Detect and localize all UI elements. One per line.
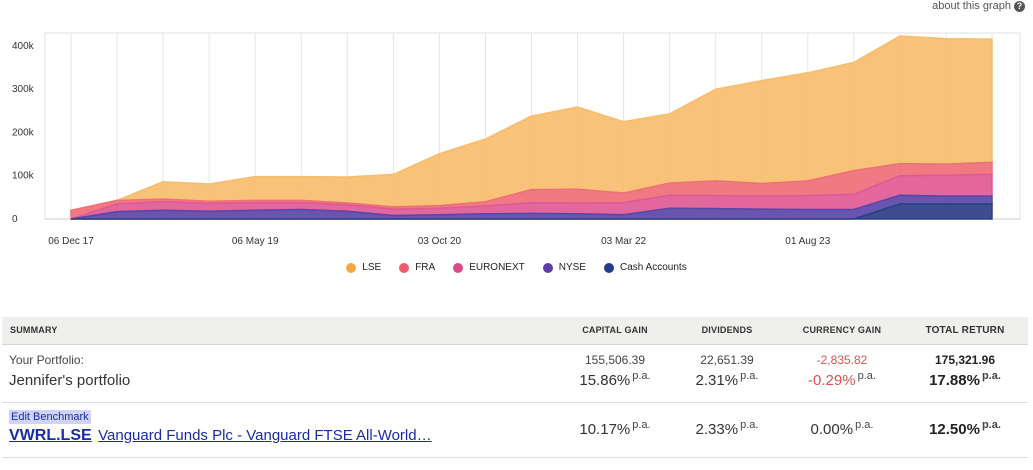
portfolio-total-return-cell: 175,321.96 17.88% p.a. (902, 344, 1028, 403)
legend-label: NYSE (558, 262, 586, 273)
portfolio-row: Your Portfolio: Jennifer's portfolio 155… (2, 344, 1028, 403)
legend-item-nyse[interactable]: NYSE (542, 262, 586, 273)
y-tick-label: 300k (12, 84, 35, 95)
y-tick-label: 400k (12, 41, 35, 52)
pa-label: p.a. (855, 418, 874, 431)
portfolio-cell: Your Portfolio: Jennifer's portfolio (2, 344, 558, 403)
about-graph-link[interactable]: about this graph ? (932, 0, 1025, 12)
portfolio-stacked-area-chart: 0 100k 200k 300k 400k 06 Dec 17 06 May 19 03 Oc… (12, 32, 1021, 247)
legend-dot-icon (399, 262, 410, 273)
benchmark-capital-gain-pct: 10.17% (579, 420, 631, 438)
benchmark-cell: Edit Benchmark VWRL.LSE Vanguard Funds P… (2, 402, 558, 458)
total-return-header: TOTAL RETURN (902, 317, 1028, 345)
capital-gain-amount: 155,506.39 (584, 352, 646, 367)
x-tick-label: 06 May 19 (232, 236, 279, 247)
legend-dot-icon (603, 262, 614, 273)
benchmark-total-return-pct: 12.50% (929, 420, 980, 438)
summary-header-row: SUMMARY CAPITAL GAIN DIVIDENDS CURRENCY … (2, 317, 1028, 345)
benchmark-capital-gain-cell: 10.17% p.a. (558, 402, 672, 458)
benchmark-total-return-cell: 12.50% p.a. (902, 402, 1028, 458)
dividends-pct: 2.31% (695, 371, 739, 389)
dividends-header: DIVIDENDS (672, 317, 782, 345)
y-tick-label: 100k (12, 171, 35, 182)
chart-legend: LSE FRA EURONEXT NYSE Cash Accounts (0, 262, 1033, 273)
legend-item-cash-accounts[interactable]: Cash Accounts (603, 262, 687, 273)
benchmark-name-link[interactable]: Vanguard Funds Plc - Vanguard FTSE All-W… (98, 426, 432, 444)
capital-gain-header: CAPITAL GAIN (558, 317, 672, 345)
legend-item-euronext[interactable]: EURONEXT (453, 262, 525, 273)
about-graph-label[interactable]: about this graph (932, 0, 1011, 12)
pa-label: p.a. (632, 418, 651, 431)
edit-benchmark-button[interactable]: Edit Benchmark (9, 409, 91, 424)
legend-dot-icon (542, 262, 553, 273)
pa-label: p.a. (632, 369, 651, 382)
legend-label: Cash Accounts (619, 262, 687, 273)
legend-item-fra[interactable]: FRA (399, 262, 435, 273)
portfolio-name: Jennifer's portfolio (9, 371, 131, 389)
benchmark-dividends-cell: 2.33% p.a. (672, 402, 782, 458)
summary-header: SUMMARY (2, 317, 558, 345)
legend-dot-icon (346, 262, 357, 273)
total-return-amount: 175,321.96 (934, 352, 996, 367)
benchmark-row: Edit Benchmark VWRL.LSE Vanguard Funds P… (2, 402, 1028, 458)
x-tick-label: 01 Aug 23 (785, 236, 830, 247)
capital-gain-pct: 15.86% (579, 371, 631, 389)
legend-dot-icon (453, 262, 464, 273)
legend-label: LSE (362, 262, 382, 273)
benchmark-currency-gain-cell: 0.00% p.a. (782, 402, 902, 458)
currency-gain-header: CURRENCY GAIN (782, 317, 902, 345)
help-icon[interactable]: ? (1014, 0, 1025, 12)
pa-label: p.a. (740, 418, 759, 431)
benchmark-dividends-pct: 2.33% (695, 420, 739, 438)
dividends-amount: 22,651.39 (700, 352, 754, 367)
pa-label: p.a. (740, 369, 759, 382)
x-tick-label: 03 Mar 22 (601, 236, 646, 247)
x-tick-label: 03 Oct 20 (418, 236, 462, 247)
legend-item-lse[interactable]: LSE (346, 262, 381, 273)
benchmark-ticker-link[interactable]: VWRL.LSE (9, 426, 92, 444)
pa-label: p.a. (981, 369, 1001, 382)
currency-gain-pct: -0.29% (808, 371, 856, 389)
pa-label: p.a. (857, 369, 876, 382)
portfolio-label: Your Portfolio: (9, 352, 84, 367)
portfolio-currency-gain-cell: -2,835.82 -0.29% p.a. (782, 344, 902, 403)
performance-summary-table: SUMMARY CAPITAL GAIN DIVIDENDS CURRENCY … (2, 317, 1028, 458)
portfolio-capital-gain-cell: 155,506.39 15.86% p.a. (558, 344, 672, 403)
x-tick-label: 06 Dec 17 (48, 236, 94, 247)
legend-label: FRA (415, 262, 436, 273)
legend-label: EURONEXT (469, 262, 525, 273)
y-tick-label: 0 (12, 214, 18, 225)
pa-label: p.a. (981, 418, 1001, 431)
total-return-pct: 17.88% (929, 371, 980, 389)
series-area-cash-accounts (71, 203, 993, 220)
portfolio-dividends-cell: 22,651.39 2.31% p.a. (672, 344, 782, 403)
currency-gain-amount: -2,835.82 (816, 352, 868, 367)
y-tick-label: 200k (12, 127, 35, 138)
benchmark-currency-gain-pct: 0.00% (810, 420, 854, 438)
